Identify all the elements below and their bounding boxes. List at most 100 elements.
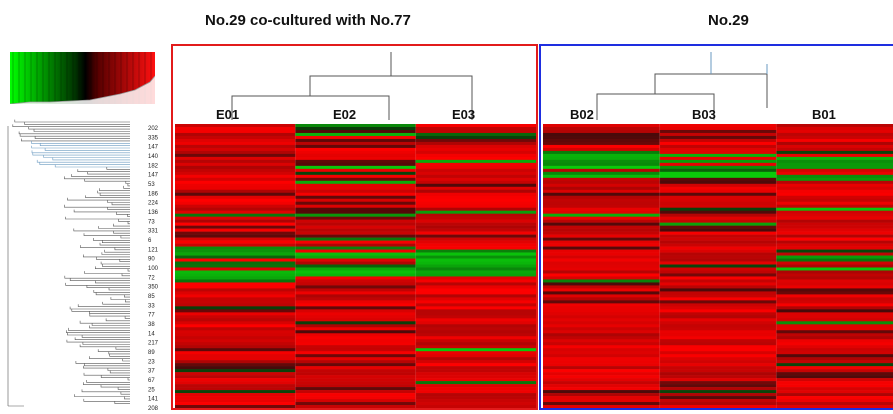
heatmap-cell <box>175 261 296 265</box>
heatmap-cell <box>175 216 296 220</box>
heatmap-cell <box>776 180 893 185</box>
heatmap-cell <box>415 378 536 382</box>
heatmap-cell <box>175 270 296 274</box>
heatmap-cell <box>175 147 296 152</box>
heatmap-cell <box>295 393 416 397</box>
heatmap-cell <box>415 375 536 379</box>
heatmap-cell <box>295 354 416 358</box>
heatmap-cell <box>543 288 660 292</box>
heatmap-cell <box>543 378 660 382</box>
heatmap-cell <box>415 183 536 188</box>
heatmap-cell <box>175 396 296 400</box>
heatmap-cell <box>659 387 777 391</box>
heatmap-cell <box>543 300 660 304</box>
heatmap-cell <box>415 138 536 143</box>
group-panel-b <box>539 44 893 410</box>
heatmap-cell <box>295 180 416 185</box>
heatmap-cell <box>175 162 296 167</box>
heatmap-cell <box>543 315 660 319</box>
heatmap-cell <box>415 354 536 358</box>
heatmap-cell <box>776 210 893 214</box>
heatmap-cell <box>295 144 416 149</box>
heatmap-cell <box>175 375 296 379</box>
heatmap-cell <box>543 303 660 307</box>
heatmap-cell <box>415 129 536 134</box>
heatmap-cell <box>175 300 296 304</box>
heatmap-cell <box>659 144 777 149</box>
heatmap-cell <box>295 228 416 232</box>
heatmap-cell <box>659 159 777 164</box>
heatmap-cell <box>175 378 296 382</box>
heatmap-cell <box>295 282 416 286</box>
heatmap-cell <box>175 195 296 200</box>
heatmap-cell <box>659 378 777 382</box>
heatmap-cell <box>659 189 777 194</box>
heatmap-cell <box>295 150 416 155</box>
heatmap-cell <box>543 324 660 328</box>
heatmap-cell <box>659 399 777 403</box>
heatmap-cell <box>776 168 893 173</box>
heatmap-cell <box>659 207 777 211</box>
heatmap-cell <box>776 339 893 343</box>
heatmap-cell <box>776 124 893 128</box>
row-label: 147 <box>148 145 159 151</box>
heatmap-cell <box>295 297 416 301</box>
heatmap-cell <box>776 261 893 265</box>
heatmap-cell <box>543 384 660 388</box>
heatmap-cell <box>776 315 893 319</box>
heatmap-cell <box>776 312 893 316</box>
heatmap-cell <box>415 321 536 325</box>
heatmap-cell <box>659 333 777 337</box>
heatmap-cell <box>295 306 416 310</box>
heatmap-cell <box>776 201 893 206</box>
heatmap-cell <box>543 282 660 286</box>
heatmap-cell <box>175 381 296 385</box>
heatmap-cell <box>175 135 296 140</box>
heatmap-cell <box>776 147 893 152</box>
heatmap-cell <box>415 144 536 149</box>
heatmap-cell <box>295 234 416 238</box>
heatmap-cell <box>295 153 416 158</box>
heatmap-cell <box>543 189 660 194</box>
heatmap-cell <box>659 153 777 158</box>
heatmap-cell <box>175 330 296 334</box>
heatmap-cell <box>175 138 296 143</box>
heatmap-cell <box>776 219 893 223</box>
heatmap-cell <box>543 153 660 158</box>
heatmap-cell <box>295 192 416 197</box>
heatmap-cell <box>295 366 416 370</box>
heatmap-cell <box>295 273 416 277</box>
row-label: 136 <box>148 210 159 216</box>
heatmap-cell <box>415 363 536 367</box>
heatmap-cell <box>659 216 777 220</box>
heatmap-cell <box>175 207 296 211</box>
heatmap-cell <box>295 369 416 373</box>
heatmap-cell <box>543 366 660 370</box>
heatmap-cell <box>659 249 777 253</box>
heatmap-cell <box>776 294 893 298</box>
heatmap-cell <box>175 201 296 206</box>
heatmap-cell <box>543 240 660 244</box>
heatmap-cell <box>776 249 893 253</box>
heatmap-cell <box>543 306 660 310</box>
heatmap-cell <box>295 255 416 259</box>
heatmap-cell <box>175 243 296 247</box>
heatmap-cell <box>295 216 416 220</box>
heatmap-cell <box>543 351 660 355</box>
heatmap-cell <box>776 144 893 149</box>
heatmap-cell <box>175 132 296 137</box>
heatmap-cell <box>415 201 536 206</box>
heatmap-cell <box>659 381 777 385</box>
heatmap-cell <box>175 285 296 289</box>
left-group-title: No.29 co-cultured with No.77 <box>205 12 411 29</box>
row-label: 38 <box>148 322 155 328</box>
heatmap-cell <box>415 126 536 131</box>
heatmap-cell <box>295 345 416 349</box>
heatmap-cell <box>659 210 777 214</box>
heatmap-cell <box>415 207 536 211</box>
heatmap-cell <box>659 384 777 388</box>
heatmap-cell <box>175 267 296 271</box>
heatmap-cell <box>415 372 536 376</box>
heatmap-cell <box>295 261 416 265</box>
heatmap-cell <box>776 222 893 226</box>
